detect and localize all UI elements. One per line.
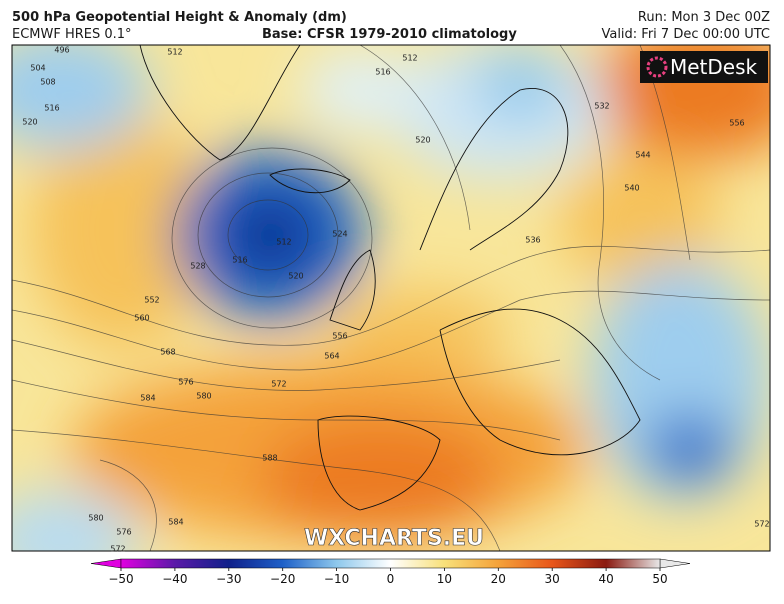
colorbar-tick-label: 10 (437, 572, 452, 586)
contour-label: 520 (288, 272, 303, 281)
logo-box (640, 51, 768, 83)
contour-label: 580 (196, 392, 211, 401)
contour-label: 576 (178, 378, 193, 387)
colorbar-tick-label: −30 (216, 572, 241, 586)
colorbar-tick-label: −40 (162, 572, 187, 586)
contour-label: 556 (332, 332, 347, 341)
colorbar-tick-label: 50 (652, 572, 667, 586)
logo-icon (646, 56, 668, 78)
contour-label: 496 (54, 46, 69, 55)
colorbar-tick-label: 30 (545, 572, 560, 586)
colorbar-end-high (659, 558, 691, 569)
colorbar-bar (120, 558, 661, 569)
contour-label: 584 (168, 518, 183, 527)
contour-label: 564 (324, 352, 339, 361)
map-frame (11, 44, 771, 552)
contour-label: 572 (271, 380, 286, 389)
contour-label: 572 (110, 545, 125, 554)
colorbar-tick-label: −10 (324, 572, 349, 586)
colorbar-tick-label: 0 (387, 572, 395, 586)
contour-label: 516 (375, 68, 390, 77)
contour-label: 552 (144, 296, 159, 305)
contour-label: 576 (116, 528, 131, 537)
contour-label: 584 (140, 394, 155, 403)
base-climatology: Base: CFSR 1979-2010 climatology (262, 27, 517, 42)
contour-label: 512 (167, 48, 182, 57)
valid-time: Valid: Fri 7 Dec 00:00 UTC (601, 27, 770, 42)
contour-label: 556 (729, 119, 744, 128)
watermark: WXCHARTS.EU (304, 526, 484, 551)
contour-label: 504 (30, 64, 45, 73)
colorbar-tick-label: 20 (491, 572, 506, 586)
contour-label: 544 (635, 151, 650, 160)
logo-text: MetDesk (670, 55, 758, 79)
run-time: Run: Mon 3 Dec 00Z (638, 10, 770, 25)
contour-label: 572 (754, 520, 769, 529)
contour-label: 520 (22, 118, 37, 127)
contour-label: 528 (190, 262, 205, 271)
colorbar-end-low (90, 558, 122, 569)
map-title: 500 hPa Geopotential Height & Anomaly (d… (12, 10, 347, 25)
colorbar-tick-label: 40 (598, 572, 613, 586)
contour-label: 588 (262, 454, 277, 463)
colorbar: −50 −40 −30 −20 −10 0 10 20 30 40 50 (90, 558, 691, 586)
map-area (12, 45, 770, 551)
contour-label: 540 (624, 184, 639, 193)
contour-label: 508 (40, 78, 55, 87)
colorbar-tick-label: −20 (270, 572, 295, 586)
contour-label: 520 (415, 136, 430, 145)
colorbar-tick-label: −50 (108, 572, 133, 586)
contour-label: 532 (594, 102, 609, 111)
contour-label: 516 (232, 256, 247, 265)
contour-label: 516 (44, 104, 59, 113)
model-name: ECMWF HRES 0.1° (12, 27, 132, 42)
contour-label: 524 (332, 230, 347, 239)
contour-label: 512 (402, 54, 417, 63)
contour-label: 560 (134, 314, 149, 323)
contour-label: 568 (160, 348, 175, 357)
contour-label: 512 (276, 238, 291, 247)
contour-label: 580 (88, 514, 103, 523)
contour-label: 536 (525, 236, 540, 245)
